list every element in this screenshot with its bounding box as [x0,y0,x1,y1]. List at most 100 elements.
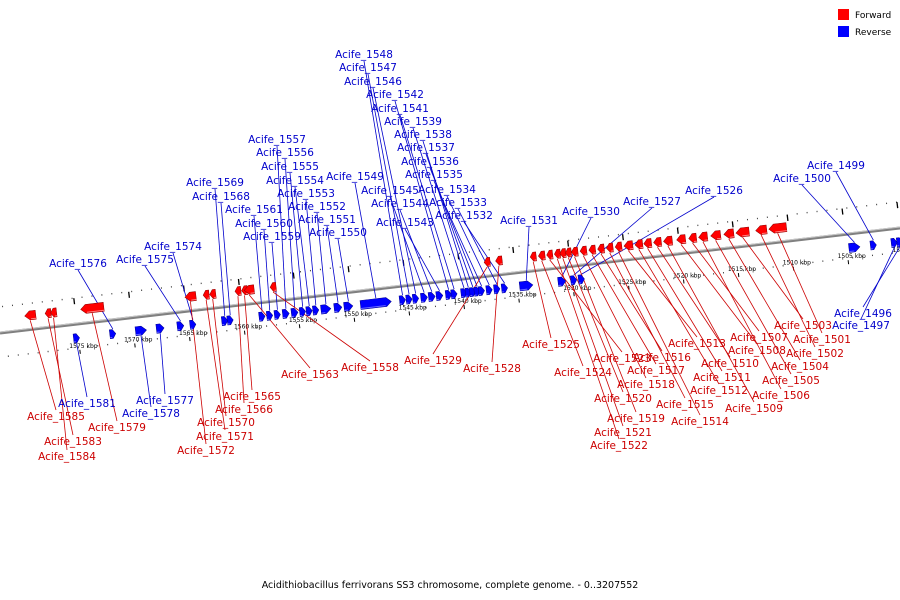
gene-label[interactable]: Acife_1549 [326,171,384,183]
gene-arrow[interactable] [269,281,277,292]
gene-arrow[interactable] [359,297,392,310]
gene-label[interactable]: Acife_1505 [762,375,820,387]
gene-arrow[interactable] [546,249,554,260]
gene-arrow[interactable] [554,248,562,259]
gene-arrow[interactable] [529,251,537,262]
gene-label[interactable]: Acife_1501 [793,334,851,346]
gene-label[interactable]: Acife_1547 [339,62,397,74]
gene-arrow[interactable] [579,245,588,256]
gene-arrow[interactable] [155,323,165,334]
gene-label[interactable]: Acife_1571 [196,431,254,443]
gene-label[interactable]: Acife_1553 [277,188,335,200]
gene-arrow[interactable] [305,306,313,317]
gene-label[interactable]: Acife_1513 [668,338,726,350]
gene-arrow[interactable] [597,243,606,254]
gene-arrow[interactable] [768,222,788,234]
gene-label[interactable]: Acife_1569 [186,177,244,189]
gene-arrow[interactable] [44,308,52,319]
gene-arrow[interactable] [588,244,597,255]
gene-label[interactable]: Acife_1514 [671,416,729,428]
gene-label[interactable]: Acife_1530 [562,206,620,218]
gene-label[interactable]: Acife_1542 [366,89,424,101]
gene-arrow[interactable] [485,285,493,296]
gene-arrow[interactable] [176,321,185,332]
gene-label[interactable]: Acife_1515 [656,399,714,411]
gene-label[interactable]: Acife_1570 [197,417,255,429]
gene-arrow[interactable] [570,246,579,257]
gene-label[interactable]: Acife_1548 [335,49,393,61]
gene-arrow[interactable] [493,284,501,295]
gene-label[interactable]: Acife_1533 [429,197,487,209]
gene-label[interactable]: Acife_1526 [685,185,743,197]
gene-arrow[interactable] [606,242,614,253]
gene-label[interactable]: Acife_1539 [384,116,442,128]
gene-arrow[interactable] [50,307,58,318]
gene-arrow[interactable] [450,289,458,300]
gene-arrow[interactable] [723,228,735,239]
gene-arrow[interactable] [634,239,644,250]
gene-label[interactable]: Acife_1506 [752,390,810,402]
gene-arrow[interactable] [184,291,197,302]
gene-label[interactable]: Acife_1558 [341,362,399,374]
gene-label[interactable]: Acife_1519 [607,413,665,425]
gene-label[interactable]: Acife_1503 [774,320,832,332]
gene-label[interactable]: Acife_1561 [225,204,283,216]
gene-label[interactable]: Acife_1535 [405,169,463,181]
gene-arrow[interactable] [663,235,674,246]
gene-label[interactable]: Acife_1531 [500,215,558,227]
gene-label[interactable]: Acife_1583 [44,436,102,448]
gene-arrow[interactable] [226,315,234,326]
gene-arrow[interactable] [653,237,663,247]
gene-arrow[interactable] [500,283,508,294]
gene-arrow[interactable] [477,286,485,297]
gene-arrow[interactable] [444,290,452,300]
gene-label[interactable]: Acife_1575 [116,254,174,266]
gene-arrow[interactable] [234,286,242,296]
gene-arrow[interactable] [320,304,332,315]
gene-arrow[interactable] [290,307,299,318]
gene-label[interactable]: Acife_1550 [309,227,367,239]
gene-arrow[interactable] [614,241,623,252]
gene-label[interactable]: Acife_1504 [771,361,829,373]
gene-arrow[interactable] [483,256,491,267]
gene-label[interactable]: Acife_1496 [834,308,892,320]
gene-label[interactable]: Acife_1578 [122,408,180,420]
gene-label[interactable]: Acife_1520 [594,393,652,405]
gene-label[interactable]: Acife_1581 [58,398,116,410]
gene-label[interactable]: Acife_1552 [288,201,346,213]
gene-label[interactable]: Acife_1536 [401,156,459,168]
gene-label[interactable]: Acife_1516 [633,352,691,364]
gene-label[interactable]: Acife_1560 [235,218,293,230]
gene-label[interactable]: Acife_1566 [215,404,273,416]
gene-label[interactable]: Acife_1511 [693,372,751,384]
gene-label[interactable]: Acife_1521 [594,427,652,439]
gene-label[interactable]: Acife_1565 [223,391,281,403]
gene-label[interactable]: Acife_1508 [728,345,786,357]
gene-arrow[interactable] [890,238,898,248]
gene-label[interactable]: Acife_1509 [725,403,783,415]
gene-label[interactable]: Acife_1525 [522,339,580,351]
gene-label[interactable]: Acife_1543 [376,217,434,229]
gene-label[interactable]: Acife_1545 [361,185,419,197]
gene-arrow[interactable] [643,238,653,249]
gene-arrow[interactable] [220,316,229,326]
gene-arrow[interactable] [265,310,274,321]
gene-arrow[interactable] [420,292,428,303]
gene-arrow[interactable] [109,329,117,340]
gene-arrow[interactable] [411,293,419,304]
gene-label[interactable]: Acife_1500 [773,173,831,185]
gene-label[interactable]: Acife_1577 [136,395,194,407]
gene-arrow[interactable] [343,301,354,312]
gene-arrow[interactable] [735,226,750,238]
gene-arrow[interactable] [577,274,585,285]
gene-label[interactable]: Acife_1522 [590,440,648,452]
gene-label[interactable]: Acife_1572 [177,445,235,457]
gene-label[interactable]: Acife_1527 [623,196,681,208]
gene-arrow[interactable] [623,240,634,251]
gene-arrow[interactable] [209,288,217,299]
gene-label[interactable]: Acife_1512 [690,385,748,397]
gene-label[interactable]: Acife_1518 [617,379,675,391]
gene-arrow[interactable] [273,309,281,320]
gene-arrow[interactable] [538,250,546,261]
gene-label[interactable]: Acife_1537 [397,142,455,154]
